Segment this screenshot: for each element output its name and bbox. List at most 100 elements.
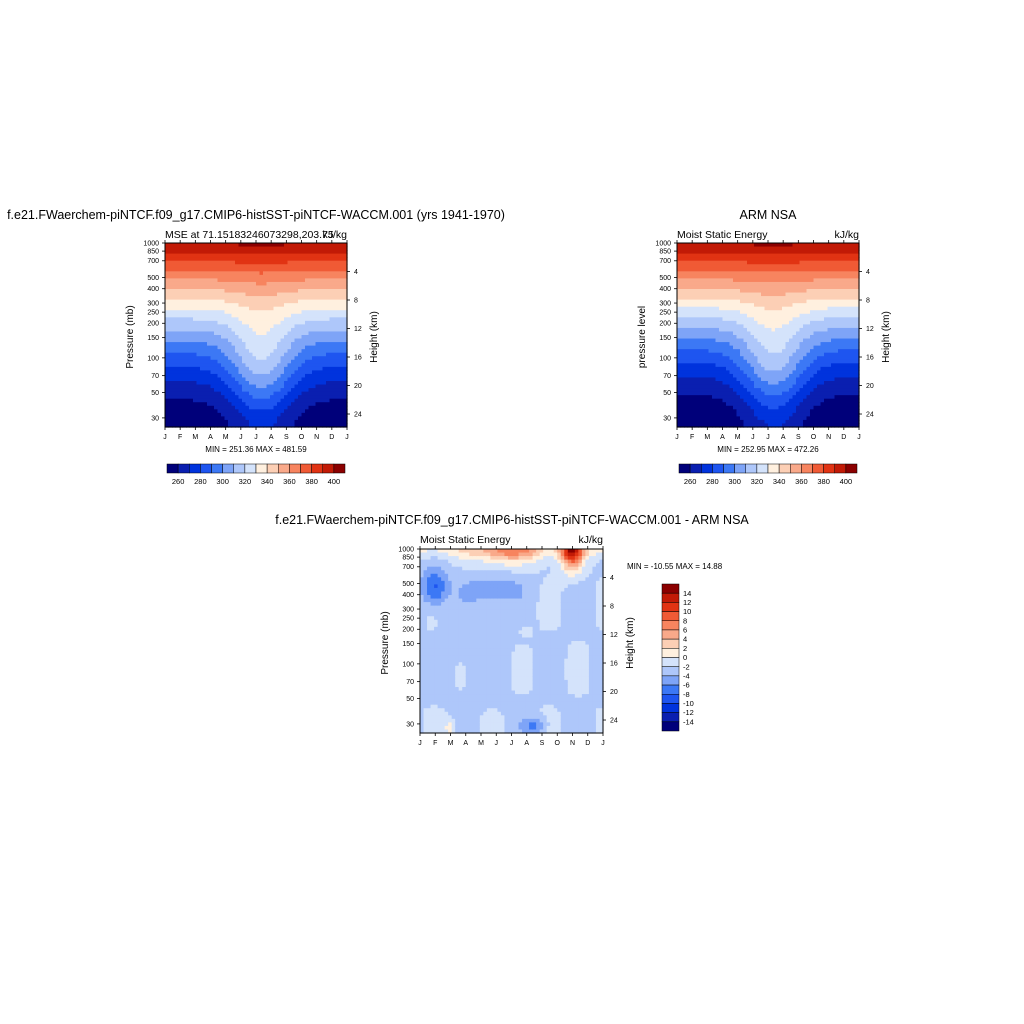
contour-cell xyxy=(715,356,720,361)
contour-cell xyxy=(231,296,236,301)
contour-cell xyxy=(785,391,790,396)
contour-cell xyxy=(252,299,257,304)
contour-cell xyxy=(726,409,731,414)
contour-cell xyxy=(684,243,689,248)
contour-cell xyxy=(329,296,334,301)
contour-cell xyxy=(189,391,194,396)
contour-cell xyxy=(813,331,818,336)
colorbar-swatch xyxy=(266,463,279,474)
contour-cell xyxy=(810,267,815,272)
contour-cell xyxy=(196,257,201,262)
contour-cell xyxy=(336,317,341,322)
contour-cell xyxy=(684,292,689,297)
contour-cell xyxy=(694,313,699,318)
contour-cell xyxy=(684,331,689,336)
contour-cell xyxy=(684,335,689,340)
contour-cell xyxy=(280,352,285,357)
contour-cell xyxy=(284,395,289,400)
contour-cell xyxy=(750,419,755,425)
contour-cell xyxy=(729,278,734,283)
contour-cell xyxy=(813,395,818,400)
contour-cell xyxy=(715,253,720,258)
contour-cell xyxy=(175,345,180,350)
contour-cell xyxy=(333,391,338,396)
contour-cell xyxy=(733,253,738,258)
contour-cell xyxy=(263,391,268,396)
contour-cell xyxy=(291,391,296,396)
contour-cell xyxy=(182,373,187,379)
contour-cell xyxy=(789,246,794,251)
contour-cell xyxy=(238,423,243,428)
contour-cell xyxy=(214,402,219,407)
contour-cell xyxy=(305,303,310,308)
contour-cell xyxy=(322,388,327,393)
contour-cell xyxy=(182,260,187,265)
contour-cell xyxy=(810,356,815,361)
contour-cell xyxy=(193,274,198,279)
contour-cell xyxy=(326,377,331,382)
contour-cell xyxy=(231,405,236,410)
contour-cell xyxy=(757,419,762,425)
contour-cell xyxy=(319,264,324,269)
contour-cell xyxy=(200,289,205,294)
contour-cell xyxy=(221,278,226,283)
contour-cell xyxy=(726,338,731,343)
contour-cell xyxy=(175,267,180,272)
contour-cell xyxy=(189,412,194,417)
contour-cell xyxy=(175,416,180,421)
contour-cell xyxy=(287,381,292,386)
contour-cell xyxy=(743,366,748,371)
contour-cell xyxy=(719,345,724,350)
contour-cell xyxy=(291,359,296,364)
contour-cell xyxy=(186,289,191,294)
contour-cell xyxy=(196,345,201,350)
contour-cell xyxy=(743,250,748,255)
contour-cell xyxy=(305,267,310,272)
contour-cell xyxy=(708,381,713,386)
contour-cell xyxy=(820,285,825,290)
contour-cell xyxy=(189,342,194,347)
contour-cell xyxy=(792,335,797,340)
contour-cell xyxy=(266,306,271,311)
contour-cell xyxy=(228,377,233,382)
contour-cell xyxy=(235,405,240,410)
contour-cell xyxy=(266,384,271,389)
contour-cell xyxy=(722,409,727,414)
contour-cell xyxy=(729,345,734,350)
contour-cell xyxy=(757,405,762,410)
contour-cell xyxy=(179,271,184,276)
contour-cell xyxy=(806,306,811,311)
contour-cell xyxy=(708,246,713,251)
contour-cell xyxy=(712,278,717,283)
contour-cell xyxy=(249,250,254,255)
contour-cell xyxy=(761,313,766,318)
contour-cell xyxy=(189,338,194,343)
contour-cell xyxy=(200,292,205,297)
contour-cell xyxy=(224,402,229,407)
contour-cell xyxy=(677,402,682,407)
contour-cell xyxy=(761,310,766,315)
contour-cell xyxy=(319,370,324,375)
contour-cell xyxy=(750,267,755,272)
contour-cell xyxy=(729,352,734,357)
contour-cell xyxy=(726,310,731,315)
contour-cell xyxy=(754,264,759,269)
contour-cell xyxy=(698,317,703,322)
contour-cell xyxy=(231,327,236,333)
contour-cell xyxy=(207,381,212,386)
contour-cell xyxy=(684,313,689,318)
contour-cell xyxy=(733,271,738,276)
contour-cell xyxy=(336,246,341,251)
contour-cell xyxy=(263,274,268,279)
contour-cell xyxy=(333,409,338,414)
contour-cell xyxy=(754,267,759,272)
contour-cell xyxy=(817,317,822,322)
contour-cell xyxy=(747,335,752,340)
contour-cell xyxy=(245,313,250,318)
contour-cell xyxy=(200,370,205,375)
contour-cell xyxy=(266,412,271,417)
colorbar-label: 260 xyxy=(172,477,185,486)
contour-cell xyxy=(326,271,331,276)
contour-cell xyxy=(722,331,727,336)
contour-cell xyxy=(771,289,776,294)
